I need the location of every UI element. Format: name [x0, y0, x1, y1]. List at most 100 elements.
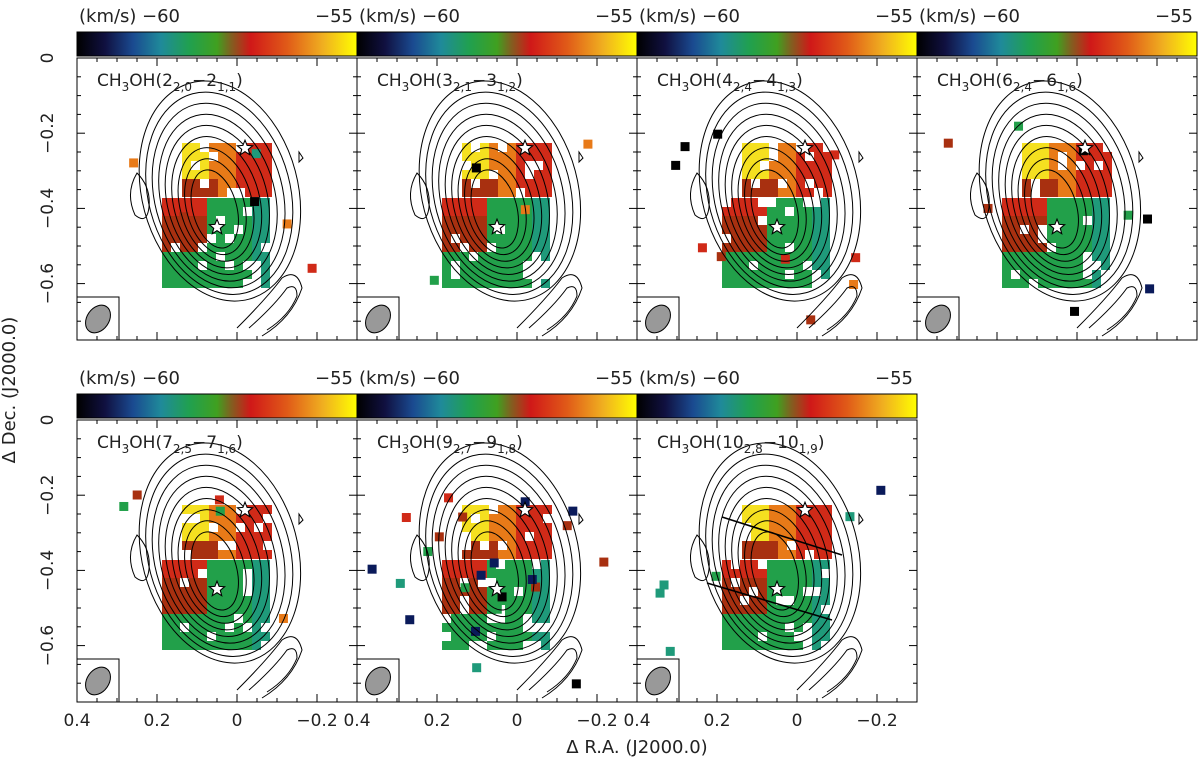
- heatmap-cell: [487, 234, 496, 243]
- heatmap-cell: [749, 560, 758, 569]
- heatmap-cell: [1002, 216, 1011, 225]
- heatmap-cell: [1038, 198, 1047, 207]
- cut-line: [721, 516, 843, 556]
- heatmap-cell: [740, 578, 749, 587]
- heatmap-cell: [216, 270, 225, 279]
- heatmap-cell: [749, 252, 758, 261]
- heatmap-cell: [583, 139, 593, 149]
- contour-line: [1138, 150, 1144, 164]
- heatmap-cell: [162, 243, 171, 252]
- heatmap-cell: [514, 596, 523, 605]
- heatmap-cell: [227, 505, 236, 514]
- contour-line: [737, 147, 815, 262]
- heatmap-cell: [776, 270, 785, 279]
- heatmap-cell: [1076, 188, 1085, 197]
- heatmap-cell: [740, 560, 749, 569]
- heatmap-cell: [442, 216, 451, 225]
- heatmap-cell: [180, 270, 189, 279]
- heatmap-cell: [785, 279, 794, 288]
- heatmap-cell: [180, 279, 189, 288]
- x-tick-label: 0.2: [143, 711, 170, 731]
- heatmap-cell: [1083, 225, 1092, 234]
- contour-line: [438, 113, 558, 282]
- heatmap-cell: [198, 198, 207, 207]
- heatmap-cell: [261, 614, 270, 623]
- heatmap-cell: [469, 216, 478, 225]
- heatmap-cell: [1031, 170, 1040, 179]
- heatmap-cell: [751, 550, 760, 559]
- heatmap-cell: [191, 188, 200, 197]
- heatmap-cell: [787, 505, 796, 514]
- heatmap-cell: [489, 161, 498, 170]
- heatmap-cell: [749, 614, 758, 623]
- heatmap-cell: [236, 152, 245, 161]
- heatmap-cell: [1056, 279, 1065, 288]
- heatmap-cell: [469, 198, 478, 207]
- heatmap-cell: [171, 641, 180, 650]
- heatmap-cell: [171, 623, 180, 632]
- contour-line: [464, 158, 527, 256]
- heatmap-cell: [225, 207, 234, 216]
- heatmap-cell: [823, 188, 832, 197]
- heatmap-cell: [225, 560, 234, 569]
- heatmap-cell: [722, 578, 731, 587]
- heatmap-cell: [1092, 207, 1101, 216]
- heatmap-cell: [200, 532, 209, 541]
- heatmap-cell: [180, 569, 189, 578]
- heatmap-cell: [1058, 188, 1067, 197]
- contour-line: [464, 520, 527, 618]
- heatmap-cell: [198, 279, 207, 288]
- heatmap-cell: [234, 560, 243, 569]
- heatmap-cell: [514, 632, 523, 641]
- colorbar-tick-label: −55: [1155, 6, 1193, 27]
- heatmap-cell: [776, 261, 785, 270]
- heatmap-cell: [541, 641, 550, 650]
- heatmap-cell: [189, 632, 198, 641]
- contour-line: [164, 124, 270, 276]
- heatmap-cell: [758, 614, 767, 623]
- beam-ellipse: [925, 304, 951, 334]
- heatmap-cell: [740, 270, 749, 279]
- contour-line: [737, 509, 815, 624]
- heatmap-cell: [507, 161, 516, 170]
- heatmap-cell: [505, 198, 514, 207]
- heatmap-cell: [254, 541, 263, 550]
- heatmap-cell: [1074, 270, 1083, 279]
- heatmap-cell: [599, 557, 609, 567]
- heatmap-cell: [534, 523, 543, 532]
- heatmap-cell: [787, 161, 796, 170]
- heatmap-cell: [751, 541, 760, 550]
- cut-line: [706, 582, 833, 621]
- heatmap-cell: [498, 179, 507, 188]
- heatmap-cell: [254, 179, 263, 188]
- contour-line: [438, 475, 558, 644]
- colorbar: (km/s) −60 −55: [356, 368, 638, 419]
- heatmap-cell: [812, 234, 821, 243]
- heatmap-cell: [1049, 188, 1058, 197]
- heatmap-cell: [803, 234, 812, 243]
- heatmap-cell: [796, 541, 805, 550]
- heatmap-cell: [442, 578, 451, 587]
- heatmap-cell: [489, 532, 498, 541]
- heatmap-cell: [180, 198, 189, 207]
- heatmap-cell: [812, 243, 821, 252]
- contour-line: [1004, 124, 1110, 276]
- heatmap-cell: [487, 569, 496, 578]
- heatmap-cell: [803, 569, 812, 578]
- heatmap-cell: [812, 560, 821, 569]
- heatmap-cell: [200, 152, 209, 161]
- heatmap-cell: [200, 161, 209, 170]
- contour-line: [236, 636, 303, 699]
- heatmap-cell: [1070, 306, 1080, 316]
- heatmap-cell: [543, 152, 552, 161]
- heatmap-cell: [254, 161, 263, 170]
- heatmap-cell: [469, 569, 478, 578]
- heatmap-cell: [471, 170, 480, 179]
- heatmap-cell: [225, 641, 234, 650]
- heatmap-cell: [216, 243, 225, 252]
- heatmap-cell: [189, 578, 198, 587]
- heatmap-cell: [507, 179, 516, 188]
- y-tick-label: −0.6: [38, 625, 58, 666]
- heatmap-cell: [767, 614, 776, 623]
- heatmap-cell: [796, 170, 805, 179]
